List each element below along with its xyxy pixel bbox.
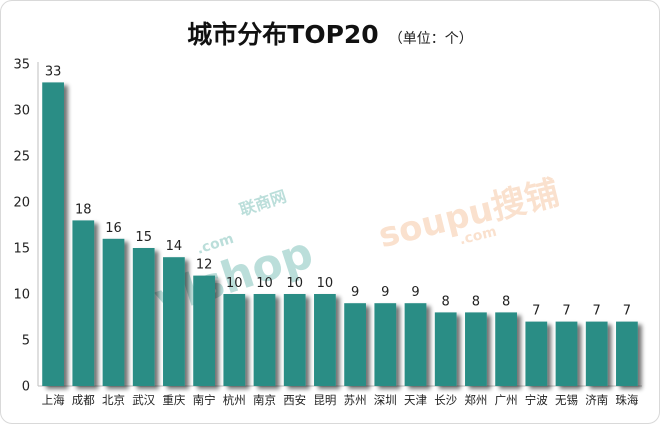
bar [555, 321, 578, 386]
unit-label: （单位：个） [388, 31, 473, 47]
data-label: 14 [166, 239, 183, 254]
data-label: 9 [351, 285, 359, 300]
x-tick-label: 珠海 [615, 393, 638, 407]
y-tick-label: 35 [13, 58, 30, 73]
data-label: 7 [562, 304, 570, 319]
data-label: 7 [593, 304, 601, 319]
watermark-lianshang: 联商网 [237, 187, 289, 220]
data-label: 15 [135, 230, 152, 245]
x-tick-label: 苏州 [344, 393, 367, 407]
data-label: 8 [472, 294, 480, 309]
y-tick-label: 25 [13, 150, 30, 165]
x-tick-label: 天津 [404, 393, 427, 407]
bar [585, 321, 608, 386]
data-label: 10 [286, 276, 303, 291]
x-tick-label: 宁波 [525, 393, 548, 407]
x-tick-label: 武汉 [132, 393, 155, 407]
y-tick-label: 5 [22, 334, 30, 349]
x-tick-label: 南京 [253, 393, 276, 407]
bar [616, 321, 638, 386]
bar [42, 82, 64, 387]
data-label: 7 [532, 304, 540, 319]
bar [193, 275, 215, 386]
bar [223, 294, 246, 386]
x-tick-label: 重庆 [162, 393, 185, 407]
y-tick-label: 0 [22, 380, 30, 395]
data-label: 10 [256, 276, 273, 291]
data-label: 10 [226, 276, 243, 291]
x-tick-label: 成都 [72, 393, 95, 407]
data-label: 10 [317, 276, 334, 291]
bar [283, 294, 306, 386]
x-tick-label: 深圳 [374, 393, 397, 407]
bar [163, 257, 185, 386]
bar [465, 312, 487, 386]
y-tick-label: 15 [13, 242, 30, 257]
bar [495, 312, 517, 386]
data-label: 9 [381, 285, 389, 300]
x-tick-label: 上海 [42, 393, 65, 407]
y-tick-label: 30 [13, 104, 30, 119]
x-tick-label: 郑州 [464, 393, 487, 407]
x-tick-label: 西安 [283, 393, 306, 407]
x-tick-label: 无锡 [555, 393, 578, 407]
labels-layer: 33 上海 18 成都 16 北京 15 武汉 14 重庆 12 南宁 10 杭州 10 南京 10 西安 10 昆明… [42, 64, 639, 407]
bar [132, 248, 155, 386]
data-label: 8 [502, 294, 510, 309]
x-tick-label: 北京 [102, 393, 125, 407]
bar [102, 238, 125, 386]
x-tick-label: 昆明 [313, 393, 336, 407]
data-label: 16 [105, 221, 122, 236]
bar [525, 321, 548, 386]
data-label: 8 [442, 294, 450, 309]
bars-layer [42, 82, 638, 387]
data-label: 7 [623, 304, 631, 319]
bar [344, 303, 366, 386]
data-label: 33 [45, 64, 62, 79]
data-label: 18 [75, 202, 92, 217]
bar [434, 312, 457, 386]
bar [374, 303, 397, 386]
bar [404, 303, 427, 386]
x-tick-label: 杭州 [223, 393, 246, 407]
data-label: 9 [411, 285, 419, 300]
x-tick-label: 广州 [495, 393, 518, 407]
bar [253, 294, 276, 386]
bar [314, 294, 336, 386]
x-tick-label: 济南 [585, 393, 608, 407]
y-tick-label: 20 [13, 196, 30, 211]
data-label: 12 [196, 258, 213, 273]
bar [72, 220, 95, 386]
x-tick-label: 南宁 [193, 393, 216, 407]
y-tick-label: 10 [13, 288, 30, 303]
x-tick-label: 长沙 [434, 393, 457, 407]
chart-title: 城市分布TOP20 [187, 20, 379, 49]
chart-title-row: 城市分布TOP20 （单位：个） [1, 15, 659, 51]
